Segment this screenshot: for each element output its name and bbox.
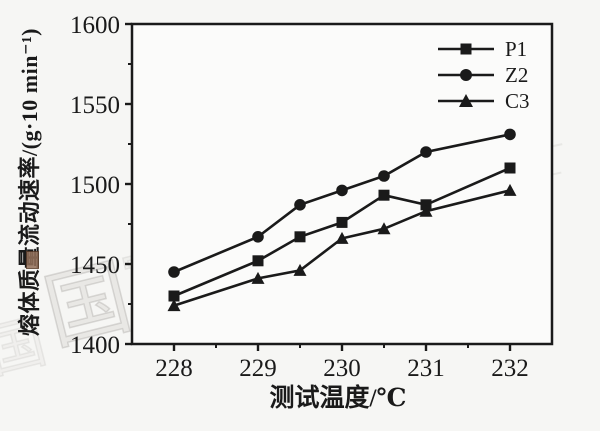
series-P1-marker xyxy=(294,231,306,243)
y-tick-label: 1400 xyxy=(70,332,120,359)
circle-marker-icon xyxy=(438,69,494,81)
series-C3-marker xyxy=(503,183,517,196)
series-Z2-marker xyxy=(294,199,306,211)
y-axis-label: 熔体质量流动速率/(g·10 min⁻¹) xyxy=(17,28,42,336)
series-C3-marker xyxy=(335,231,349,244)
series-Z2-marker xyxy=(336,184,348,197)
legend-item-p1: P1 xyxy=(437,37,530,61)
y-tick-label: 1500 xyxy=(70,172,120,199)
y-tick-label: 1550 xyxy=(70,92,120,119)
series-C3-marker xyxy=(377,222,391,235)
x-tick-label: 231 xyxy=(407,355,445,382)
series-Z2-marker xyxy=(168,266,180,278)
x-tick-label: 228 xyxy=(155,355,193,382)
square-marker-icon xyxy=(438,43,494,55)
series-P1-marker xyxy=(336,216,348,228)
legend-label: P1 xyxy=(505,36,528,61)
series-C3-marker xyxy=(419,204,433,217)
series-P1-marker xyxy=(168,290,180,302)
y-tick-label: 1450 xyxy=(70,252,120,279)
series-P1-marker xyxy=(378,189,390,201)
series-C3-marker xyxy=(251,271,265,284)
x-tick-label: 229 xyxy=(239,355,277,382)
legend-label: C3 xyxy=(505,88,530,113)
plot-frame xyxy=(130,22,554,346)
series-C3-marker xyxy=(167,299,181,312)
series-P1-marker xyxy=(252,255,264,267)
legend-item-c3: C3 xyxy=(437,89,530,113)
series-P1-marker xyxy=(504,162,516,174)
legend-item-z2: Z2 xyxy=(437,63,530,87)
watermark-red-square xyxy=(26,251,39,269)
series-C3-marker xyxy=(293,263,307,276)
series-Z2-marker xyxy=(252,231,264,243)
x-tick-label: 232 xyxy=(491,355,529,382)
y-tick-label: 1600 xyxy=(70,12,120,39)
legend-label: Z2 xyxy=(505,62,529,87)
triangle-marker-icon xyxy=(438,94,494,107)
series-Z2-marker xyxy=(378,170,390,182)
series-Z2-marker xyxy=(504,128,516,141)
x-tick-label: 230 xyxy=(323,355,361,382)
legend: P1 Z2 C3 xyxy=(437,37,530,113)
series-Z2-marker xyxy=(420,146,432,158)
x-axis-label: 测试温度/℃ xyxy=(269,385,407,412)
